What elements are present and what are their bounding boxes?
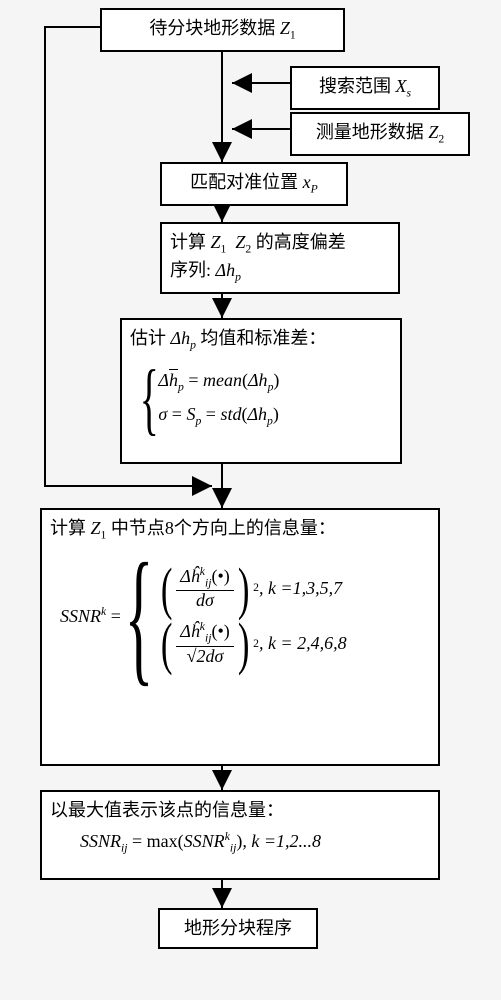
b7tv: Z bbox=[91, 518, 101, 538]
b4-var: x bbox=[303, 172, 311, 192]
b8f: max bbox=[147, 831, 178, 851]
b7-title: 计算 Z1 中节点8个方向上的信息量： bbox=[50, 516, 430, 544]
node-height-deviation: 计算 Z1 Z2 的高度偏差 序列: Δhp bbox=[160, 222, 400, 294]
b5-z1: Z bbox=[211, 232, 221, 252]
b7lhss: k bbox=[101, 605, 106, 618]
b7-case1: ( Δĥkij(•) dσ ) 2 , k =1,3,5,7 bbox=[157, 566, 347, 611]
b8lhss: ij bbox=[121, 842, 128, 855]
b2-sub: s bbox=[406, 87, 411, 100]
b7-cases: ( Δĥkij(•) dσ ) 2 , k =1,3,5,7 ( Δĥkij(•… bbox=[157, 556, 347, 677]
b5-line2: 序列: Δhp bbox=[170, 258, 390, 286]
b6e2c: p bbox=[195, 415, 201, 428]
b7n1: Δĥ bbox=[180, 566, 200, 586]
b7-lhs: SSNRk = bbox=[60, 604, 121, 629]
b7d1: dσ bbox=[196, 590, 214, 610]
b6e1e: Δh bbox=[248, 370, 268, 390]
b9-text: 地形分块程序 bbox=[184, 918, 292, 938]
b7n2b: ij bbox=[205, 632, 212, 645]
b3-var: Z bbox=[428, 122, 438, 142]
b7ta: 计算 bbox=[50, 518, 91, 538]
b5-dh: Δh bbox=[216, 260, 236, 280]
b6e1c: p bbox=[178, 381, 184, 394]
b6-equations: { Δhp = mean(Δhp) σ = Sp = std(Δhp) bbox=[130, 362, 392, 436]
b7n1b: ij bbox=[205, 577, 212, 590]
b1-text: 待分块地形数据 bbox=[149, 18, 280, 38]
node-match-position-xp: 匹配对准位置 xP bbox=[160, 162, 348, 206]
b5-l1b: 的高度偏差 bbox=[256, 232, 346, 252]
b3-sub: 2 bbox=[438, 133, 444, 146]
b7d2a: √2 bbox=[187, 646, 206, 666]
node-measured-terrain-z2: 测量地形数据 Z2 bbox=[290, 112, 470, 156]
b7lhs: SSNR bbox=[60, 606, 101, 626]
b1-var: Z bbox=[280, 18, 290, 38]
b6-eqstack: Δhp = mean(Δhp) σ = Sp = std(Δhp) bbox=[158, 362, 279, 436]
b6-eq1: Δhp = mean(Δhp) bbox=[158, 368, 279, 396]
b8a: SSNR bbox=[184, 831, 225, 851]
b7d2b: dσ bbox=[205, 646, 223, 666]
b6-ta: 估计 bbox=[130, 328, 171, 348]
b8asub: ij bbox=[230, 842, 237, 855]
b8-equation: SSNRij = max(SSNRkij), k =1,2...8 bbox=[80, 829, 430, 857]
b5-dhsub: p bbox=[235, 271, 241, 284]
b5-line1: 计算 Z1 Z2 的高度偏差 bbox=[170, 230, 390, 258]
node-ssnr-max: 以最大值表示该点的信息量： SSNRij = max(SSNRkij), k =… bbox=[40, 790, 440, 880]
b1-sub: 1 bbox=[290, 29, 296, 42]
b7-case2: ( Δĥkij(•) √2dσ ) 2 , k = 2,4,6,8 bbox=[157, 621, 347, 666]
node-terrain-partition-program: 地形分块程序 bbox=[158, 908, 318, 949]
b4-text: 匹配对准位置 bbox=[190, 172, 303, 192]
b7n1a: • bbox=[217, 566, 223, 586]
b8-title: 以最大值表示该点的信息量： bbox=[50, 798, 430, 823]
b3-text: 测量地形数据 bbox=[316, 122, 424, 142]
b7n2: Δĥ bbox=[180, 621, 200, 641]
node-mean-std: 估计 Δhp 均值和标准差： { Δhp = mean(Δhp) σ = Sp … bbox=[120, 318, 402, 464]
b6e2e: Δh bbox=[247, 404, 267, 424]
b7-equation: SSNRk = { ( Δĥkij(•) dσ ) 2 , k =1,3,5,7 bbox=[50, 556, 430, 677]
b7n2a: • bbox=[217, 621, 223, 641]
b6e1d: mean bbox=[203, 370, 242, 390]
b6e2f: p bbox=[267, 415, 273, 428]
node-input-terrain-z1: 待分块地形数据 Z1 bbox=[100, 8, 345, 52]
b6e1f: p bbox=[268, 381, 274, 394]
b5-z2: Z bbox=[235, 232, 245, 252]
b2-var: X bbox=[395, 76, 406, 96]
b6e2a: σ bbox=[158, 404, 167, 424]
b6e1b: h bbox=[169, 370, 178, 390]
b2-text: 搜索范围 bbox=[319, 76, 391, 96]
b5-l1a: 计算 bbox=[170, 232, 206, 252]
b5-l2: 序列: bbox=[170, 260, 211, 280]
b7k1: , k =1,3,5,7 bbox=[259, 576, 342, 601]
b8t: , k =1,2...8 bbox=[242, 831, 321, 851]
b6-tb: 均值和标准差： bbox=[200, 328, 326, 348]
b6e2d: std bbox=[220, 404, 241, 424]
b5-z1s: 1 bbox=[221, 243, 227, 256]
b6-tv: Δh bbox=[171, 328, 191, 348]
b6-eq2: σ = Sp = std(Δhp) bbox=[158, 402, 279, 430]
b4-sub: P bbox=[311, 183, 318, 196]
flowchart-container: 待分块地形数据 Z1 搜索范围 Xs 测量地形数据 Z2 匹配对准位置 xP 计… bbox=[0, 0, 501, 1000]
b6e1a: Δ bbox=[158, 370, 169, 390]
node-search-range-xs: 搜索范围 Xs bbox=[290, 66, 440, 110]
node-ssnr-8dir: 计算 Z1 中节点8个方向上的信息量： SSNRk = { ( Δĥkij(•)… bbox=[40, 508, 440, 766]
b6-ts: p bbox=[190, 339, 196, 352]
b6-title: 估计 Δhp 均值和标准差： bbox=[130, 326, 392, 354]
b8lhs: SSNR bbox=[80, 831, 121, 851]
b5-z2s: 2 bbox=[245, 243, 251, 256]
b7k2: , k = 2,4,6,8 bbox=[259, 631, 347, 656]
b7ts: 1 bbox=[101, 529, 107, 542]
